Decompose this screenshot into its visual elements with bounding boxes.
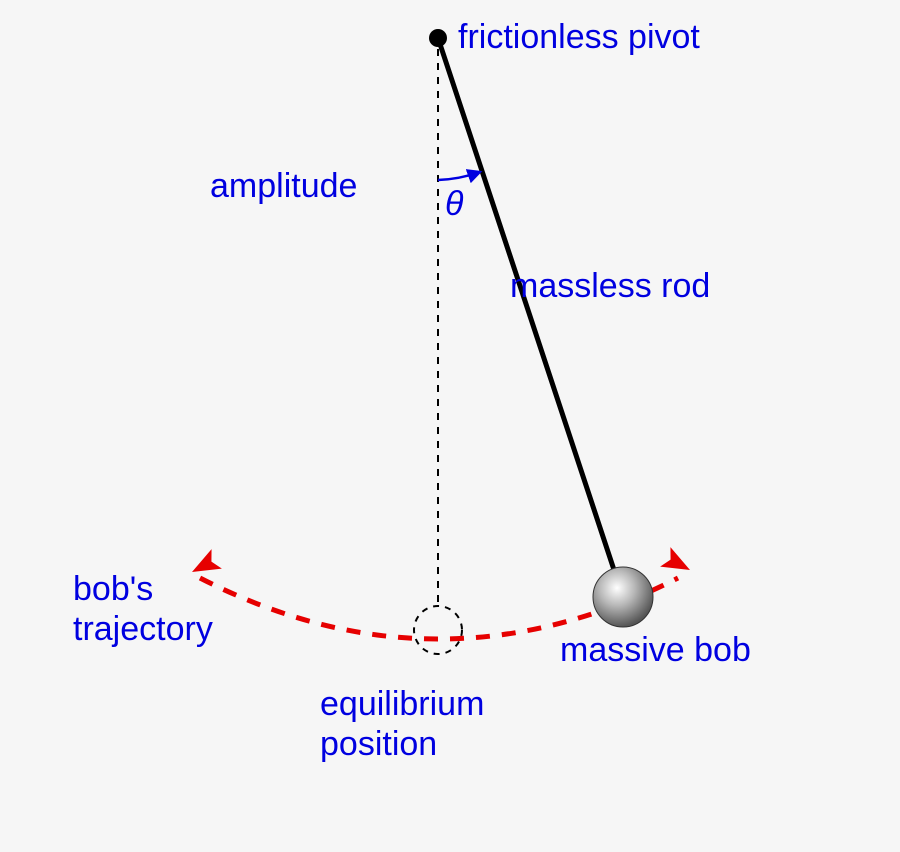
trajectory-arrow-left	[187, 549, 222, 582]
label-rod: massless rod	[510, 267, 710, 305]
label-theta: θ	[445, 185, 464, 223]
label-trajectory-line2: trajectory	[73, 610, 213, 648]
massive-bob	[593, 567, 653, 627]
trajectory-arrow-right	[660, 547, 695, 580]
label-trajectory-line1: bob's	[73, 570, 153, 608]
equilibrium-position	[414, 606, 462, 654]
pendulum-diagram: frictionless pivot amplitude θ massless …	[0, 0, 900, 852]
label-amplitude: amplitude	[210, 167, 357, 205]
pivot-point	[429, 29, 447, 47]
massless-rod	[438, 38, 618, 582]
label-equilibrium-line2: position	[320, 725, 437, 763]
label-pivot: frictionless pivot	[458, 18, 700, 56]
label-equilibrium-line1: equilibrium	[320, 685, 484, 723]
label-bob: massive bob	[560, 631, 751, 669]
angle-arc	[438, 172, 480, 180]
